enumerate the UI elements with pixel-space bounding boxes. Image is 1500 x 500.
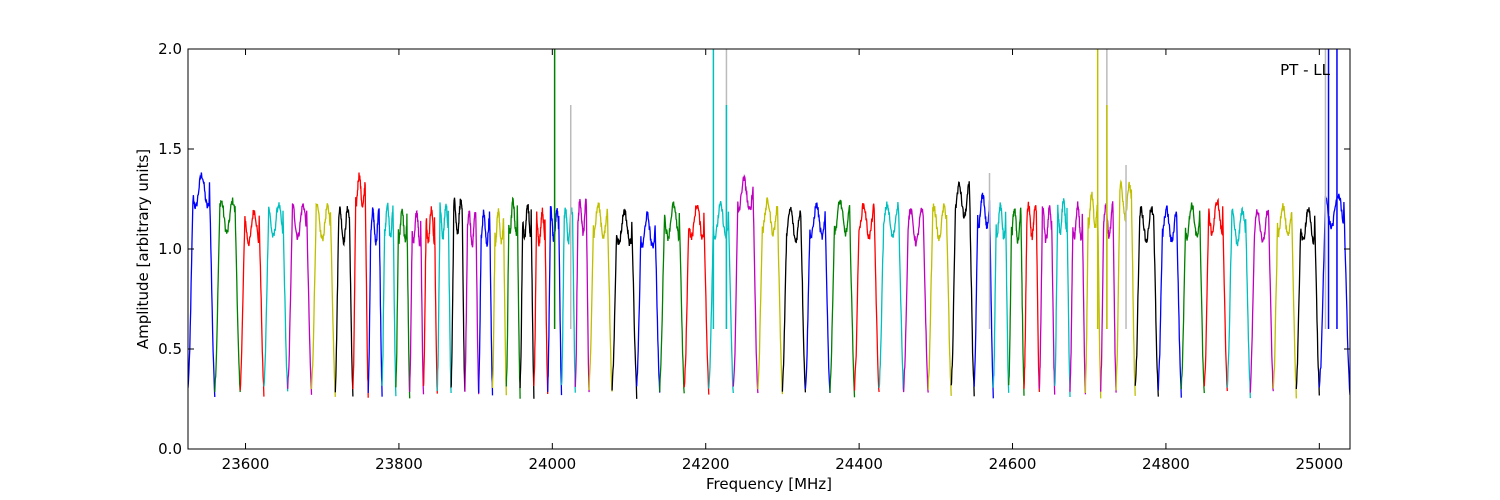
spectral-window-line	[1318, 193, 1350, 395]
spectral-window-line	[450, 197, 466, 392]
y-tick-label: 2.0	[158, 40, 182, 58]
ticks-layer: 23600 23800 24000 24200 24400 24600 24800 25000…	[158, 40, 1350, 473]
spectral-window-line	[188, 172, 216, 398]
spectral-window-line	[611, 208, 638, 399]
y-tick-label: 1.5	[158, 140, 182, 158]
spectral-window-line	[367, 207, 383, 397]
spectral-window-line	[287, 203, 313, 395]
spectral-window-line	[574, 198, 590, 393]
y-axis-label: Amplitude [arbitrary units]	[134, 149, 152, 349]
x-tick-label: 24200	[682, 455, 730, 473]
spectral-window-line	[636, 211, 661, 393]
spectral-window-line	[422, 206, 438, 394]
spectral-window-line	[436, 202, 452, 394]
spectral-window-line	[519, 204, 535, 399]
spectral-window-line	[1203, 197, 1228, 392]
plot-area	[187, 48, 1351, 450]
series-layer	[188, 49, 1350, 399]
x-tick-label: 23600	[222, 455, 270, 473]
spectral-window-line	[352, 172, 369, 398]
y-tick-label: 0.5	[158, 340, 182, 358]
spectral-window-line	[239, 209, 265, 397]
spectral-window-line	[992, 202, 1010, 393]
x-tick-label: 24000	[528, 455, 576, 473]
spectral-window-line	[1180, 202, 1205, 394]
spectral-window-line	[927, 203, 952, 396]
spectral-window-line	[781, 206, 807, 393]
spectral-window-line	[409, 210, 425, 395]
spectral-window-line	[659, 201, 685, 394]
spectral-window-line	[533, 207, 549, 395]
spectral-window-line	[757, 197, 784, 395]
spectral-window-line	[683, 204, 710, 395]
spectral-window-line	[478, 209, 494, 396]
spectral-window-line	[1157, 205, 1182, 398]
spectral-window-line	[395, 208, 411, 399]
x-tick-label: 23800	[375, 455, 423, 473]
spectral-window-line	[381, 202, 397, 397]
y-tick-label: 0.0	[158, 440, 182, 458]
x-tick-label: 24800	[1142, 455, 1190, 473]
spectral-window-line	[853, 203, 880, 393]
spectral-window-line	[310, 202, 336, 397]
spectral-window-line	[588, 202, 613, 392]
spectral-window-line	[1134, 206, 1159, 397]
spectral-window-line	[1226, 206, 1251, 399]
x-tick-label: 24600	[989, 455, 1037, 473]
spectral-window-line	[214, 197, 241, 393]
spectral-window-line	[829, 199, 856, 398]
spectral-window-line	[1023, 201, 1041, 392]
spectral-window-line	[804, 202, 831, 393]
x-tick-label: 25000	[1295, 455, 1343, 473]
spectral-window-line	[491, 208, 507, 396]
spectral-window-line	[464, 210, 480, 395]
spectral-window-line	[950, 181, 975, 397]
spectral-window-line	[1100, 201, 1117, 393]
spectral-window-line	[334, 206, 354, 397]
spectral-window-line	[505, 196, 521, 399]
x-axis-label: Frequency [MHz]	[706, 475, 832, 493]
spectral-window-line	[732, 173, 759, 394]
spectral-window-line	[1038, 205, 1056, 395]
spectral-window-line	[1054, 198, 1071, 398]
y-tick-label: 1.0	[158, 240, 182, 258]
spectral-window-line	[1069, 201, 1087, 395]
spectral-window-line	[560, 207, 576, 393]
spectral-window-line	[878, 201, 905, 392]
spectral-window-line	[1272, 203, 1297, 399]
spectral-window-line	[1008, 207, 1025, 396]
spectral-window-line	[1295, 207, 1320, 396]
x-tick-label: 24400	[835, 455, 883, 473]
spectral-window-line	[263, 202, 289, 392]
panel-annotation: PT - LL	[1280, 61, 1331, 79]
spectral-window-line	[1249, 209, 1274, 393]
spectral-window-line	[902, 207, 929, 393]
